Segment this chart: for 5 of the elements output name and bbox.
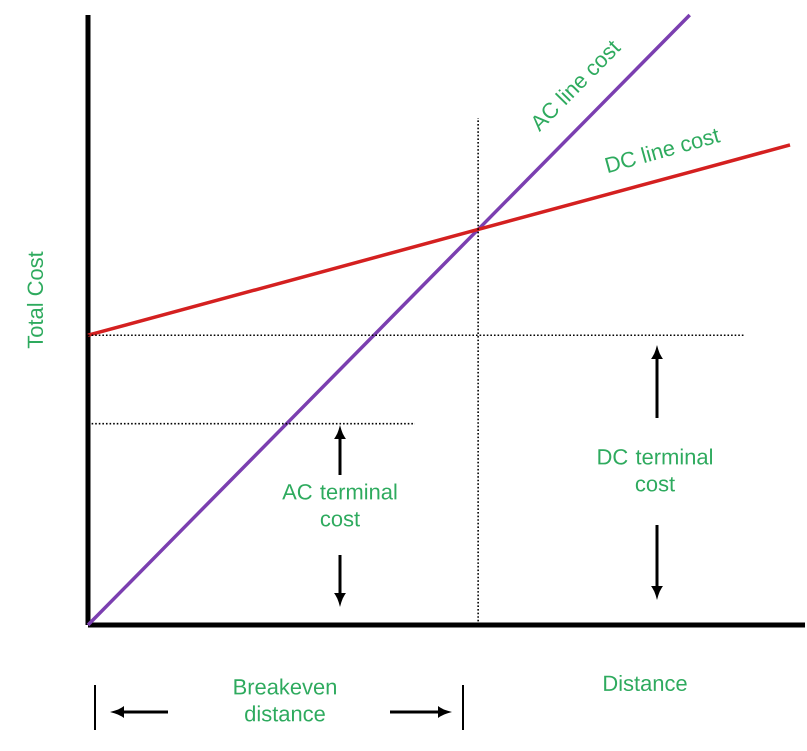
- text: Breakeven distance: [234, 678, 336, 722]
- annotation: AC terminal cost: [282, 483, 396, 526]
- annotation: DC terminal cost: [598, 448, 712, 492]
- y-axis-title: Total Cost: [26, 251, 44, 348]
- x-axis-title: Distance: [604, 674, 687, 692]
